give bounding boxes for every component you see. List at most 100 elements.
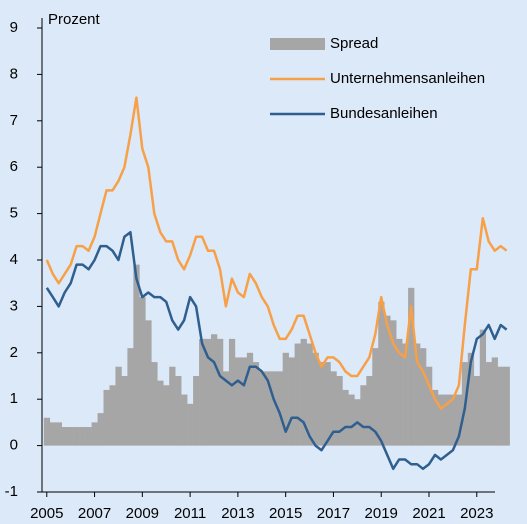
bar [139, 297, 146, 446]
bar [443, 394, 451, 446]
y-axis-label: Prozent [48, 11, 101, 28]
bar [234, 357, 242, 446]
x-tick-label: 2011 [174, 505, 206, 522]
bar [336, 376, 343, 446]
x-tick-label: 2023 [460, 505, 493, 522]
bar [222, 371, 230, 446]
y-tick-label: 1 [10, 390, 18, 407]
x-tick-label: 2009 [126, 505, 159, 522]
x-tick-label: 2015 [269, 505, 302, 522]
x-tick-label: 2021 [412, 505, 445, 522]
bar [420, 348, 427, 446]
x-tick-label: 2007 [78, 505, 111, 522]
bar [312, 352, 319, 446]
y-tick-label: 5 [10, 205, 18, 222]
bar [318, 362, 325, 446]
bar [228, 338, 236, 446]
bar [270, 371, 278, 446]
bar [258, 371, 266, 446]
bar [282, 352, 289, 446]
bar [491, 357, 498, 446]
bar [252, 362, 260, 446]
bar [211, 334, 218, 446]
bar [288, 357, 295, 446]
bar [402, 343, 409, 446]
x-tick-label: 2017 [317, 505, 350, 522]
legend-swatch [270, 38, 325, 50]
bar [109, 385, 116, 446]
y-tick-label: 2 [10, 344, 18, 361]
bar [378, 301, 385, 446]
bar [193, 376, 200, 446]
bar [133, 264, 140, 446]
bar [306, 343, 313, 446]
y-tick-label: 9 [10, 19, 18, 36]
bar [175, 376, 182, 446]
bar [199, 338, 206, 446]
bar [73, 427, 80, 446]
line [45, 96, 508, 410]
bar [366, 376, 373, 446]
bar [103, 389, 110, 446]
bar [348, 394, 355, 446]
bar [414, 343, 421, 446]
bar [503, 366, 510, 446]
bar [330, 371, 337, 446]
bar [240, 357, 248, 446]
bar [145, 320, 152, 446]
bar [300, 338, 307, 446]
bar [85, 427, 92, 446]
bar [216, 338, 224, 446]
bar [79, 427, 86, 446]
x-tick-label: 2005 [30, 505, 63, 522]
bar [43, 417, 51, 446]
bar [449, 394, 457, 446]
bar [264, 371, 272, 446]
bar [67, 427, 74, 446]
bar [479, 329, 487, 446]
bar [294, 343, 301, 446]
y-tick-label: 4 [10, 251, 18, 268]
bar [61, 427, 68, 446]
y-tick-label: 8 [10, 65, 18, 82]
y-tick-label: 0 [10, 437, 18, 454]
y-tick-label: 3 [10, 297, 18, 314]
bar [390, 320, 397, 446]
bar [205, 338, 212, 446]
bar [55, 422, 63, 446]
bar [127, 348, 134, 446]
bar [467, 352, 475, 446]
bar [384, 315, 391, 446]
legend-label: Unternehmensanleihen [330, 70, 485, 87]
bar [360, 385, 367, 446]
bar [121, 376, 128, 446]
bar [408, 287, 415, 446]
bar [431, 389, 439, 446]
bar [485, 362, 493, 446]
bar [372, 348, 379, 446]
bar [181, 394, 188, 446]
bar [426, 366, 433, 446]
bar [455, 394, 463, 446]
y-tick-label: 7 [10, 112, 18, 129]
legend-label: Spread [330, 35, 378, 52]
bar [342, 389, 349, 446]
x-tick-label: 2013 [221, 505, 254, 522]
bar [97, 413, 104, 446]
bar [91, 422, 98, 446]
line [45, 230, 508, 471]
bar [115, 366, 122, 446]
x-tick-label: 2019 [365, 505, 398, 522]
bar [396, 338, 403, 446]
legend-label: Bundesanleihen [330, 105, 438, 122]
bar [473, 376, 481, 446]
bar [324, 362, 331, 446]
bar [497, 366, 504, 446]
bar [187, 403, 194, 446]
y-tick-label: 6 [10, 158, 18, 175]
bar [169, 366, 176, 446]
bar [157, 380, 164, 446]
bar [49, 422, 57, 446]
y-tick-label: -1 [5, 483, 18, 500]
